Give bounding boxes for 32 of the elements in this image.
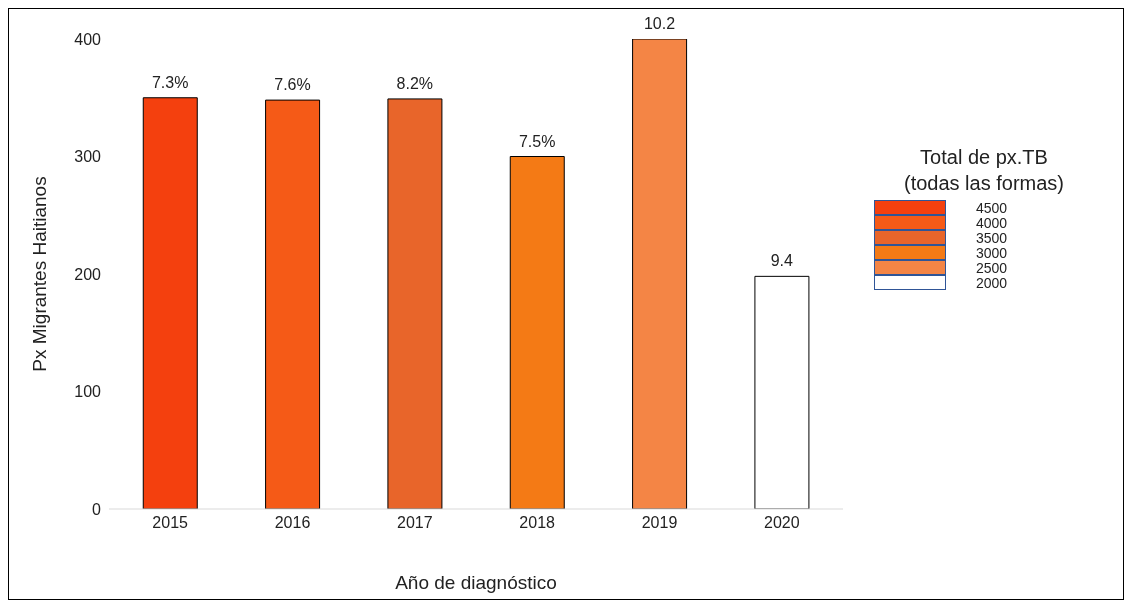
bar bbox=[509, 156, 565, 509]
color-bar-title: Total de px.TB (todas las formas) bbox=[902, 145, 1066, 196]
bar bbox=[387, 98, 443, 509]
bar bbox=[632, 39, 688, 509]
y-tick-label: 100 bbox=[74, 383, 102, 401]
y-tick-label: 300 bbox=[74, 148, 102, 166]
annotation: 9.4 bbox=[770, 252, 794, 270]
color-bar-label: 3500 bbox=[976, 229, 1008, 246]
x-tick-label: 2019 bbox=[641, 514, 678, 532]
y-tick-label: 200 bbox=[74, 265, 102, 283]
y-tick-label: 0 bbox=[92, 500, 102, 518]
x-tick-label: 2020 bbox=[764, 514, 800, 532]
x-tick-label: 2018 bbox=[519, 514, 556, 532]
annotation: 7.6% bbox=[274, 76, 311, 94]
color-bar-label: 3000 bbox=[976, 244, 1008, 261]
annotation: 10.2 bbox=[643, 15, 676, 32]
annotation: 7.3% bbox=[151, 73, 189, 91]
x-tick-label: 2016 bbox=[274, 514, 311, 532]
bar bbox=[142, 97, 198, 509]
color-bar-label: 4500 bbox=[976, 199, 1008, 216]
color-bar-label: 2500 bbox=[976, 259, 1008, 276]
bar bbox=[754, 275, 810, 509]
x-tick-label: 2017 bbox=[397, 514, 433, 532]
x-axis-title: Año de diagnóstico bbox=[395, 572, 557, 593]
annotation: 7.5% bbox=[518, 132, 556, 150]
annotation: 8.2% bbox=[396, 74, 434, 92]
color-bar-label: 4000 bbox=[976, 214, 1008, 231]
x-tick-label: 2015 bbox=[152, 514, 189, 532]
bar bbox=[265, 99, 321, 509]
color-bar-label: 2000 bbox=[976, 274, 1008, 291]
y-tick-label: 400 bbox=[74, 30, 102, 48]
y-axis-title: Px Migrantes Haitianos bbox=[28, 176, 50, 372]
